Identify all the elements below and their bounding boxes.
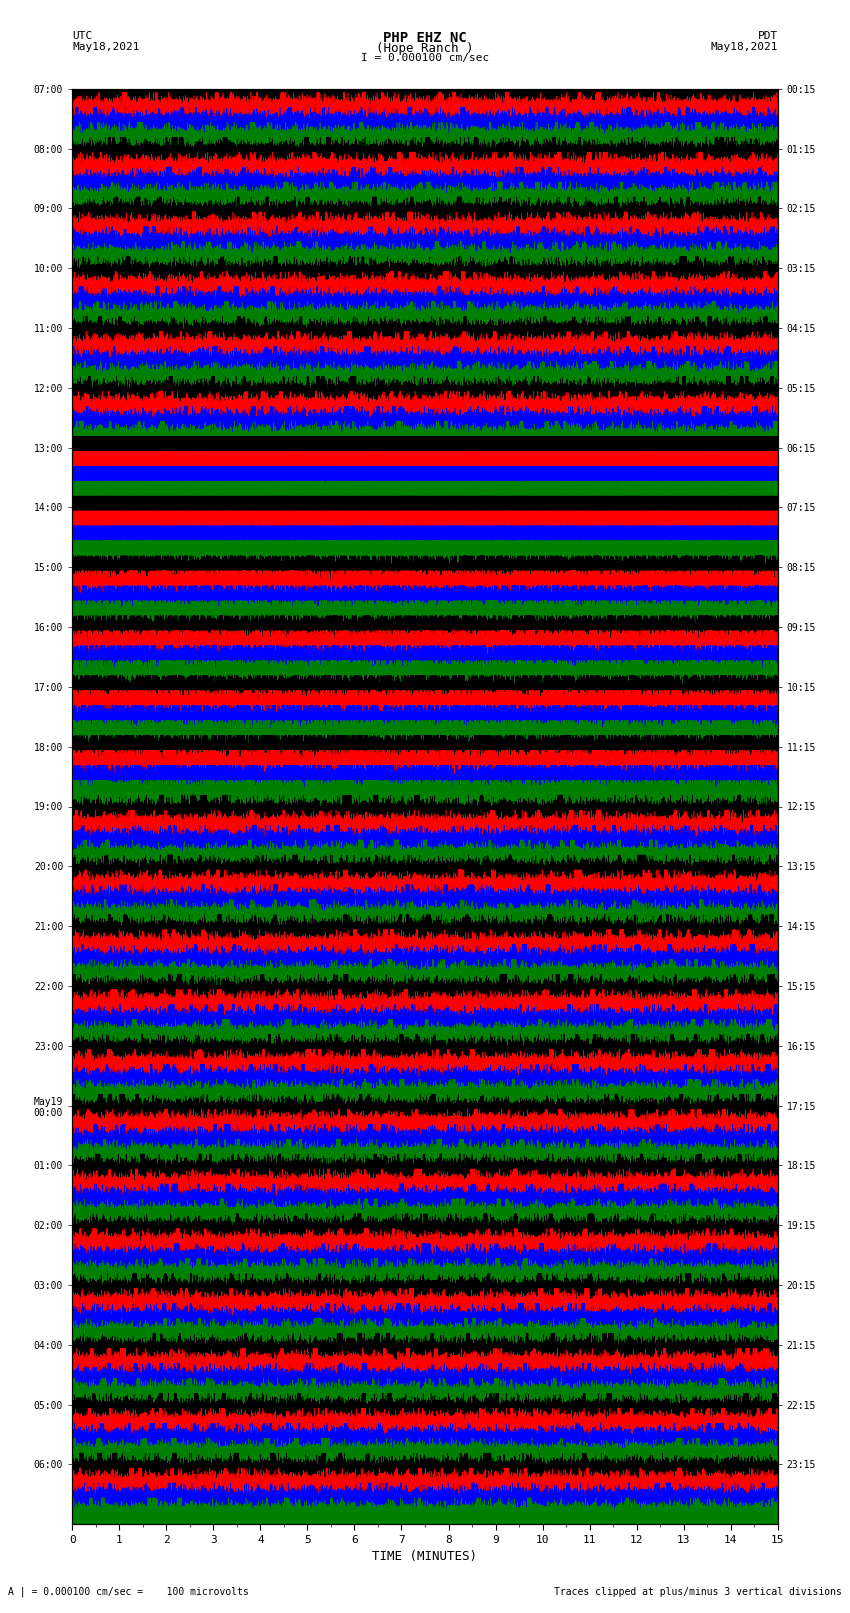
Text: UTC: UTC [72,31,93,40]
X-axis label: TIME (MINUTES): TIME (MINUTES) [372,1550,478,1563]
Text: A | = 0.000100 cm/sec =    100 microvolts: A | = 0.000100 cm/sec = 100 microvolts [8,1586,249,1597]
Text: PHP EHZ NC: PHP EHZ NC [383,31,467,45]
Text: May18,2021: May18,2021 [72,42,139,52]
Text: Traces clipped at plus/minus 3 vertical divisions: Traces clipped at plus/minus 3 vertical … [553,1587,842,1597]
Text: May18,2021: May18,2021 [711,42,778,52]
Text: (Hope Ranch ): (Hope Ranch ) [377,42,473,55]
Text: PDT: PDT [757,31,778,40]
Text: I = 0.000100 cm/sec: I = 0.000100 cm/sec [361,53,489,63]
